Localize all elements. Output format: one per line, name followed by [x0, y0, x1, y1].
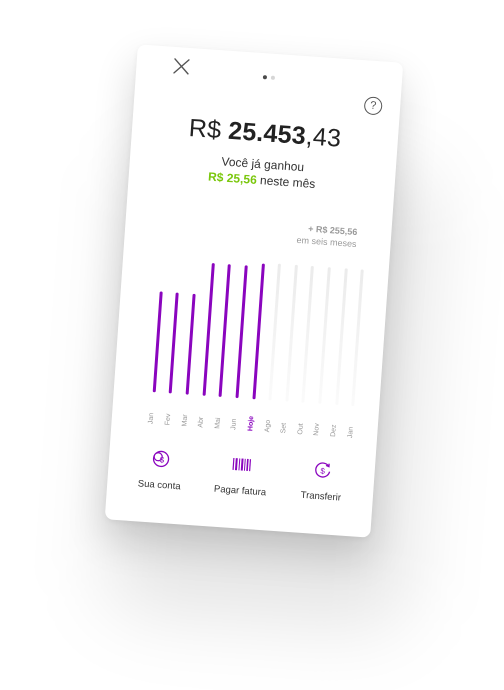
chart-bar: [185, 293, 196, 395]
chart-bar: [169, 292, 180, 394]
chart-bar: [152, 291, 163, 393]
month-label: Out: [296, 423, 305, 435]
svg-text:$: $: [320, 467, 326, 476]
transfer-button[interactable]: $ Transferir: [280, 457, 363, 506]
barcode-icon: [232, 457, 252, 472]
month-label: Fev: [164, 413, 173, 426]
coins-icon: $: [152, 450, 170, 468]
account-button[interactable]: $ Sua conta: [119, 446, 202, 495]
svg-text:$: $: [159, 455, 165, 464]
chart-bar: [218, 264, 232, 398]
chart-bar: [334, 268, 348, 406]
month-label: Set: [280, 422, 289, 434]
month-label: Nov: [313, 423, 322, 436]
transfer-money-icon: $: [315, 462, 331, 478]
projection-label: + R$ 255,56 em seis meses: [296, 222, 358, 250]
chart-bar: [235, 265, 248, 399]
page-dot: [270, 75, 276, 80]
month-label: Dez: [330, 424, 338, 438]
close-button[interactable]: [170, 55, 193, 78]
earnings-amount: R$ 25,56: [207, 169, 258, 187]
balance-decimal: ,43: [304, 122, 343, 153]
chart-bar: [251, 263, 265, 400]
transfer-label: Transferir: [300, 489, 342, 504]
action-bar: $ Sua conta Pagar fatura: [106, 445, 376, 523]
month-label: Abr: [197, 416, 206, 428]
chart-bar: [301, 265, 315, 403]
month-label: Mar: [180, 414, 189, 427]
help-button[interactable]: ?: [363, 96, 383, 116]
savings-card: ? R$ 25.453,43 Você já ganhou R$ 25,56 n…: [104, 44, 404, 538]
account-label: Sua conta: [137, 478, 181, 493]
pay-bill-button[interactable]: Pagar fatura: [200, 452, 283, 501]
pay-bill-label: Pagar fatura: [213, 483, 267, 499]
close-icon: [173, 58, 190, 75]
month-label: Jan: [147, 412, 156, 425]
chart-bar: [285, 264, 298, 402]
earnings-chart: [146, 252, 371, 407]
month-label: Jan: [346, 426, 355, 439]
chart-bar: [318, 266, 331, 404]
balance-currency: R$: [187, 114, 230, 145]
month-label: Hoje: [247, 415, 256, 432]
month-label: Jun: [230, 418, 239, 431]
month-label: Ago: [263, 419, 272, 433]
chart-bar: [351, 269, 364, 407]
balance-integer: 25.453: [227, 116, 307, 151]
earnings-suffix: neste mês: [256, 172, 316, 191]
help-icon: ?: [369, 99, 377, 113]
page-indicator: [136, 66, 402, 89]
page-dot: [262, 75, 268, 80]
chart-bar: [268, 263, 282, 401]
chart-bar: [202, 262, 215, 396]
month-label: Mai: [214, 417, 222, 430]
